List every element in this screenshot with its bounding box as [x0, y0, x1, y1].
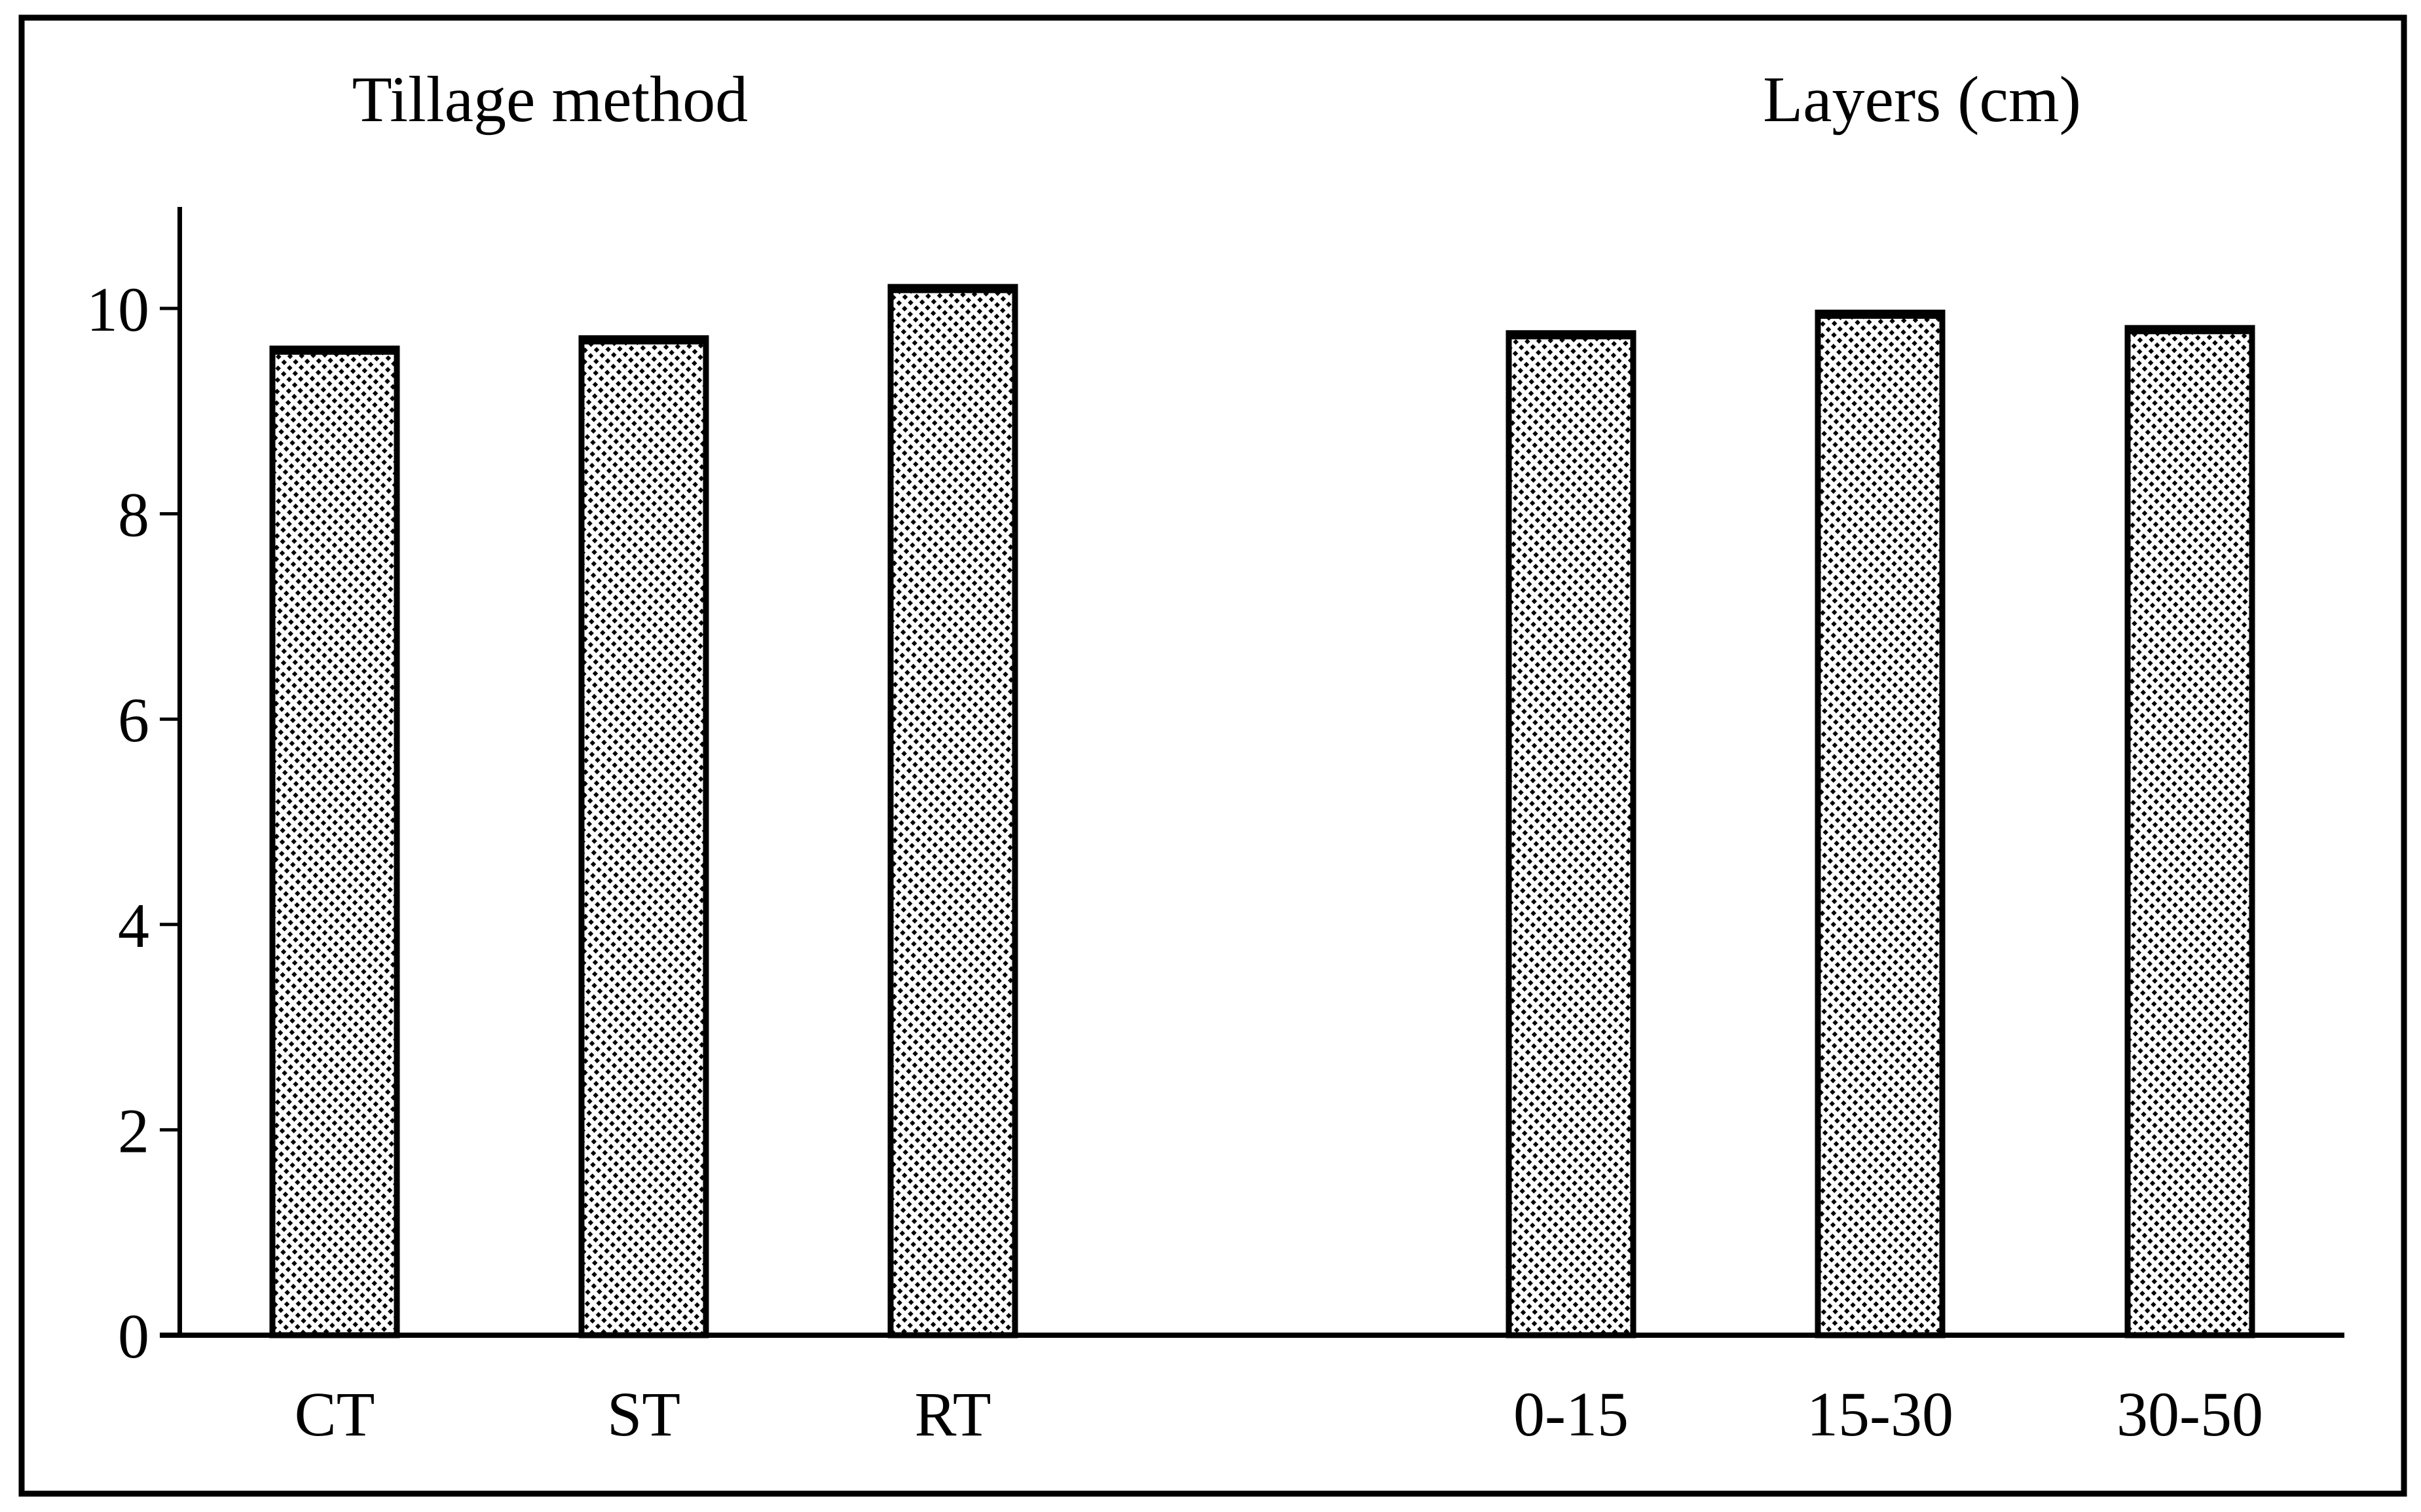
x-category-label: 30-50 [2116, 1379, 2263, 1449]
bar [578, 336, 709, 1338]
x-category-label: RT [915, 1379, 991, 1449]
y-tick-label: 8 [118, 480, 149, 550]
bar [2124, 325, 2255, 1338]
y-tick-label: 4 [118, 891, 149, 961]
bar [887, 285, 1018, 1338]
x-category-label: ST [607, 1379, 680, 1449]
chart-outer-border [18, 14, 2407, 1497]
x-category-label: 15-30 [1807, 1379, 1953, 1449]
bars-group: CT ST RT 0-15 15-30 30-50 [269, 284, 2263, 1449]
y-axis-ticks: 0 2 4 6 8 10 [86, 274, 181, 1371]
y-tick-label: 6 [118, 685, 149, 755]
y-tick-label: 0 [118, 1301, 149, 1371]
group-title-tillage-method: Tillage method [352, 63, 748, 136]
x-category-label: 0-15 [1513, 1379, 1629, 1449]
x-category-label: CT [295, 1379, 375, 1449]
y-tick-label: 2 [118, 1096, 149, 1166]
group-title-layers-cm: Layers (cm) [1763, 63, 2081, 136]
bar [1506, 331, 1636, 1338]
bar [1815, 310, 1946, 1338]
y-tick-label: 10 [86, 274, 149, 344]
bar [269, 346, 400, 1338]
